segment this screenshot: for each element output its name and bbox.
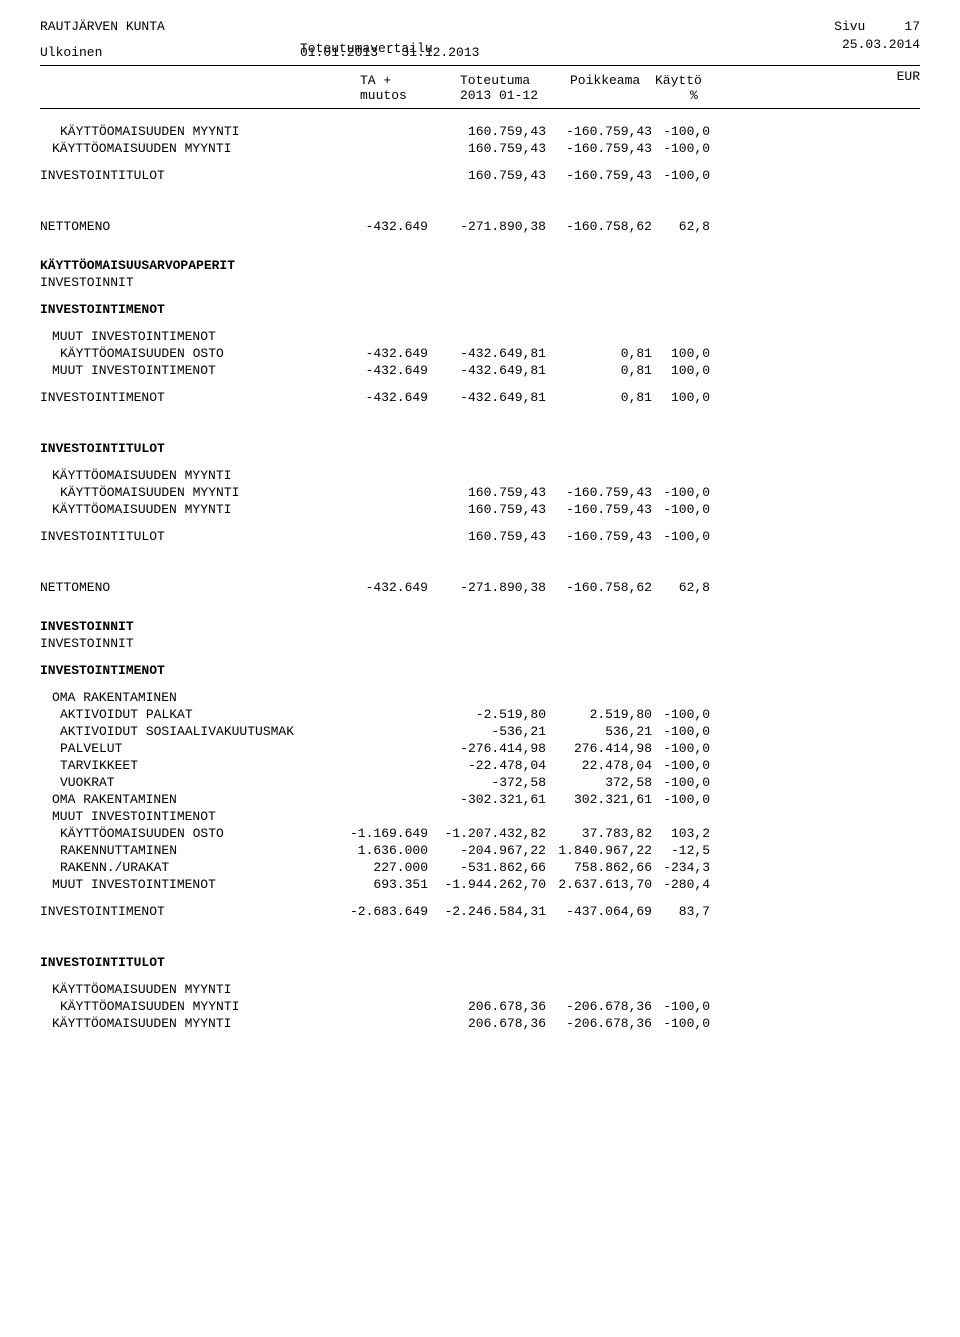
page-indicator: Sivu 17 bbox=[834, 18, 920, 36]
table-row: KÄYTTÖOMAISUUDEN OSTO-432.649-432.649,81… bbox=[40, 345, 920, 362]
table-row: KÄYTTÖOMAISUUDEN OSTO-1.169.649-1.207.43… bbox=[40, 825, 920, 842]
section-subheading: INVESTOINNIT bbox=[40, 274, 920, 291]
column-headers: TA + muutos Toteutuma 2013 01-12 Poikkea… bbox=[40, 72, 920, 104]
table-row: INVESTOINTITULOT160.759,43-160.759,43-10… bbox=[40, 167, 920, 184]
table-row: INVESTOINTITULOT160.759,43-160.759,43-10… bbox=[40, 528, 920, 545]
table-row: KÄYTTÖOMAISUUDEN MYYNTI160.759,43-160.75… bbox=[40, 484, 920, 501]
table-row: OMA RAKENTAMINEN-302.321,61302.321,61-10… bbox=[40, 791, 920, 808]
table-row: KÄYTTÖOMAISUUDEN MYYNTI160.759,43-160.75… bbox=[40, 123, 920, 140]
table-row: KÄYTTÖOMAISUUDEN MYYNTI160.759,43-160.75… bbox=[40, 140, 920, 157]
org-name: RAUTJÄRVEN KUNTA bbox=[40, 18, 165, 36]
section-subheading: INVESTOINNIT bbox=[40, 635, 920, 652]
table-row: RAKENNUTTAMINEN1.636.000-204.967,221.840… bbox=[40, 842, 920, 859]
col-muutos: muutos bbox=[360, 87, 407, 105]
divider bbox=[40, 65, 920, 66]
table-row: KÄYTTÖOMAISUUDEN MYYNTI bbox=[40, 981, 920, 998]
table-row: NETTOMENO-432.649-271.890,38-160.758,626… bbox=[40, 579, 920, 596]
section-heading: INVESTOINNIT bbox=[40, 618, 920, 635]
table-row: KÄYTTÖOMAISUUDEN MYYNTI bbox=[40, 467, 920, 484]
table-row: AKTIVOIDUT SOSIAALIVAKUUTUSMAK-536,21536… bbox=[40, 723, 920, 740]
table-row: KÄYTTÖOMAISUUDEN MYYNTI206.678,36-206.67… bbox=[40, 1015, 920, 1032]
table-row: MUUT INVESTOINTIMENOT693.351-1.944.262,7… bbox=[40, 876, 920, 893]
table-row: MUUT INVESTOINTIMENOT-432.649-432.649,81… bbox=[40, 362, 920, 379]
report-page: RAUTJÄRVEN KUNTA Toteutumavertailu Sivu … bbox=[0, 0, 960, 1072]
table-row: RAKENN./URAKAT227.000-531.862,66758.862,… bbox=[40, 859, 920, 876]
section-subheading: INVESTOINTIMENOT bbox=[40, 662, 920, 679]
period-label: 01.01.2013 - 31.12.2013 bbox=[300, 44, 479, 62]
table-row: VUOKRAT-372,58372,58-100,0 bbox=[40, 774, 920, 791]
table-row: MUUT INVESTOINTIMENOT bbox=[40, 808, 920, 825]
section-heading: INVESTOINTITULOT bbox=[40, 440, 920, 457]
section-heading: KÄYTTÖOMAISUUSARVOPAPERIT bbox=[40, 257, 920, 274]
table-row: KÄYTTÖOMAISUUDEN MYYNTI160.759,43-160.75… bbox=[40, 501, 920, 518]
table-row: MUUT INVESTOINTIMENOT bbox=[40, 328, 920, 345]
table-row: NETTOMENO-432.649-271.890,38-160.758,626… bbox=[40, 218, 920, 235]
section-heading: INVESTOINTITULOT bbox=[40, 954, 920, 971]
divider bbox=[40, 108, 920, 109]
col-pct: % bbox=[690, 87, 698, 105]
table-row: TARVIKKEET-22.478,0422.478,04-100,0 bbox=[40, 757, 920, 774]
table-row: AKTIVOIDUT PALKAT-2.519,802.519,80-100,0 bbox=[40, 706, 920, 723]
report-header: RAUTJÄRVEN KUNTA Toteutumavertailu Sivu … bbox=[40, 18, 920, 36]
scope-label: Ulkoinen bbox=[40, 44, 102, 62]
report-subheader: Ulkoinen 01.01.2013 - 31.12.2013 bbox=[40, 44, 920, 62]
table-row: OMA RAKENTAMINEN bbox=[40, 689, 920, 706]
table-row: INVESTOINTIMENOT-432.649-432.649,810,811… bbox=[40, 389, 920, 406]
table-row: KÄYTTÖOMAISUUDEN MYYNTI206.678,36-206.67… bbox=[40, 998, 920, 1015]
table-row: PALVELUT-276.414,98276.414,98-100,0 bbox=[40, 740, 920, 757]
col-period: 2013 01-12 bbox=[460, 87, 538, 105]
table-row: INVESTOINTIMENOT-2.683.649-2.246.584,31-… bbox=[40, 903, 920, 920]
col-poikkeama: Poikkeama bbox=[570, 72, 640, 90]
section-subheading: INVESTOINTIMENOT bbox=[40, 301, 920, 318]
